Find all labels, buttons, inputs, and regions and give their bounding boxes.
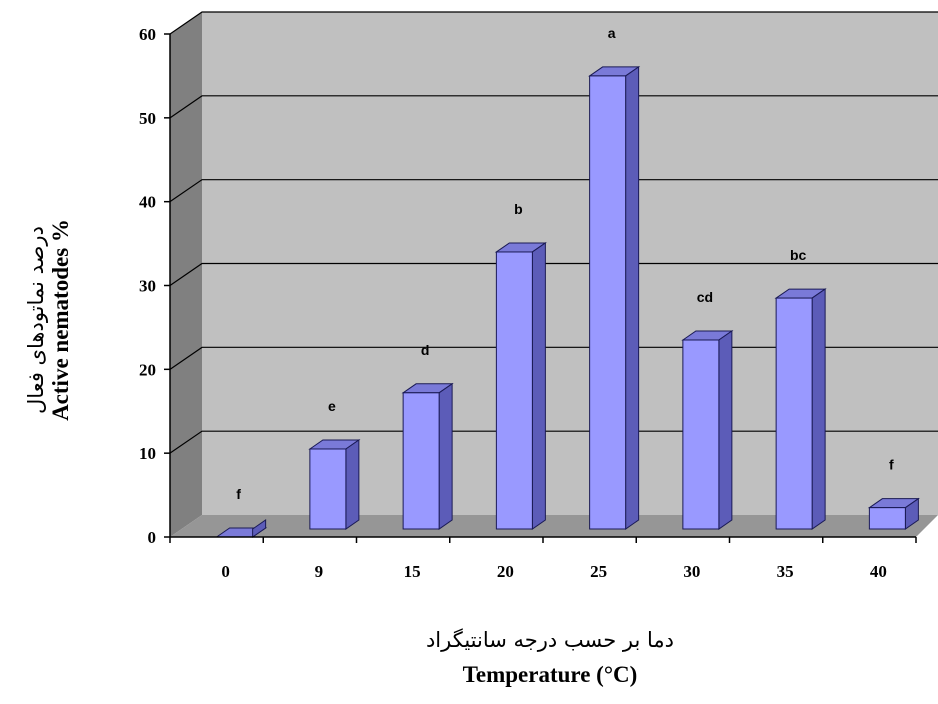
gridline — [169, 11, 938, 35]
y-tick-label: 20 — [139, 360, 156, 379]
x-tick-label: 30 — [683, 562, 700, 581]
bar-front — [309, 448, 347, 530]
bar-front — [589, 75, 627, 530]
significance-letter: f — [236, 486, 241, 502]
y-tick-label: 60 — [139, 25, 156, 44]
x-axis-label: دما بر حسب درجه سانتیگراد Temperature (°… — [330, 628, 770, 688]
bar-front — [495, 251, 533, 530]
x-tick-label: 9 — [315, 562, 324, 581]
y-tick-label: 30 — [139, 277, 156, 296]
x-tick-label: 0 — [221, 562, 230, 581]
floor — [170, 515, 938, 537]
bar-front — [775, 297, 813, 530]
bar — [308, 439, 361, 530]
x-axis-label-persian: دما بر حسب درجه سانتیگراد — [425, 628, 675, 652]
labels: f 0 e 9 d 15 b 20 a 25 cd 30 bc 35 f 40 0 10 20 30 40 50 60 — [139, 25, 894, 581]
bar-side — [625, 65, 640, 530]
bars — [215, 65, 920, 538]
x-tick-label: 25 — [590, 562, 607, 581]
bar — [588, 65, 641, 530]
gridlines — [169, 11, 938, 454]
x-axis-label-english: Temperature (°C) — [462, 662, 638, 687]
significance-letter: b — [514, 201, 523, 217]
bar-front — [682, 339, 720, 530]
y-axis-label: درصد نماتودهای فعال Active nematodes % — [4, 110, 94, 530]
significance-letter: d — [421, 342, 430, 358]
significance-letter: a — [608, 25, 616, 41]
bar — [774, 288, 827, 530]
bar-side — [531, 242, 546, 530]
bar-side — [438, 382, 453, 530]
significance-letter: f — [889, 457, 894, 473]
x-tick-label: 40 — [870, 562, 887, 581]
axes — [164, 33, 917, 543]
bar-side — [811, 288, 826, 530]
bar — [401, 382, 454, 530]
y-tick-label: 40 — [139, 193, 156, 212]
x-tick-label: 20 — [497, 562, 514, 581]
bar-front — [402, 392, 440, 530]
y-tick-label: 0 — [148, 528, 157, 547]
bar-side — [252, 519, 267, 538]
bar — [867, 497, 920, 530]
y-tick-label: 10 — [139, 444, 156, 463]
bar — [494, 242, 547, 530]
bar-side — [718, 330, 733, 530]
x-tick-label: 35 — [777, 562, 794, 581]
bar-front — [868, 507, 906, 530]
y-tick-label: 50 — [139, 109, 156, 128]
gridline — [169, 179, 938, 203]
gridline — [169, 262, 938, 286]
y-axis-label-persian: درصد نماتودهای فعال — [24, 226, 48, 414]
significance-letter: e — [328, 398, 336, 414]
significance-letter: bc — [790, 247, 807, 263]
bar-side — [345, 439, 360, 530]
bar — [681, 330, 734, 530]
y-axis-label-english: Active nematodes % — [48, 219, 73, 421]
significance-letter: cd — [697, 289, 713, 305]
gridline — [169, 95, 938, 119]
x-tick-label: 15 — [404, 562, 421, 581]
